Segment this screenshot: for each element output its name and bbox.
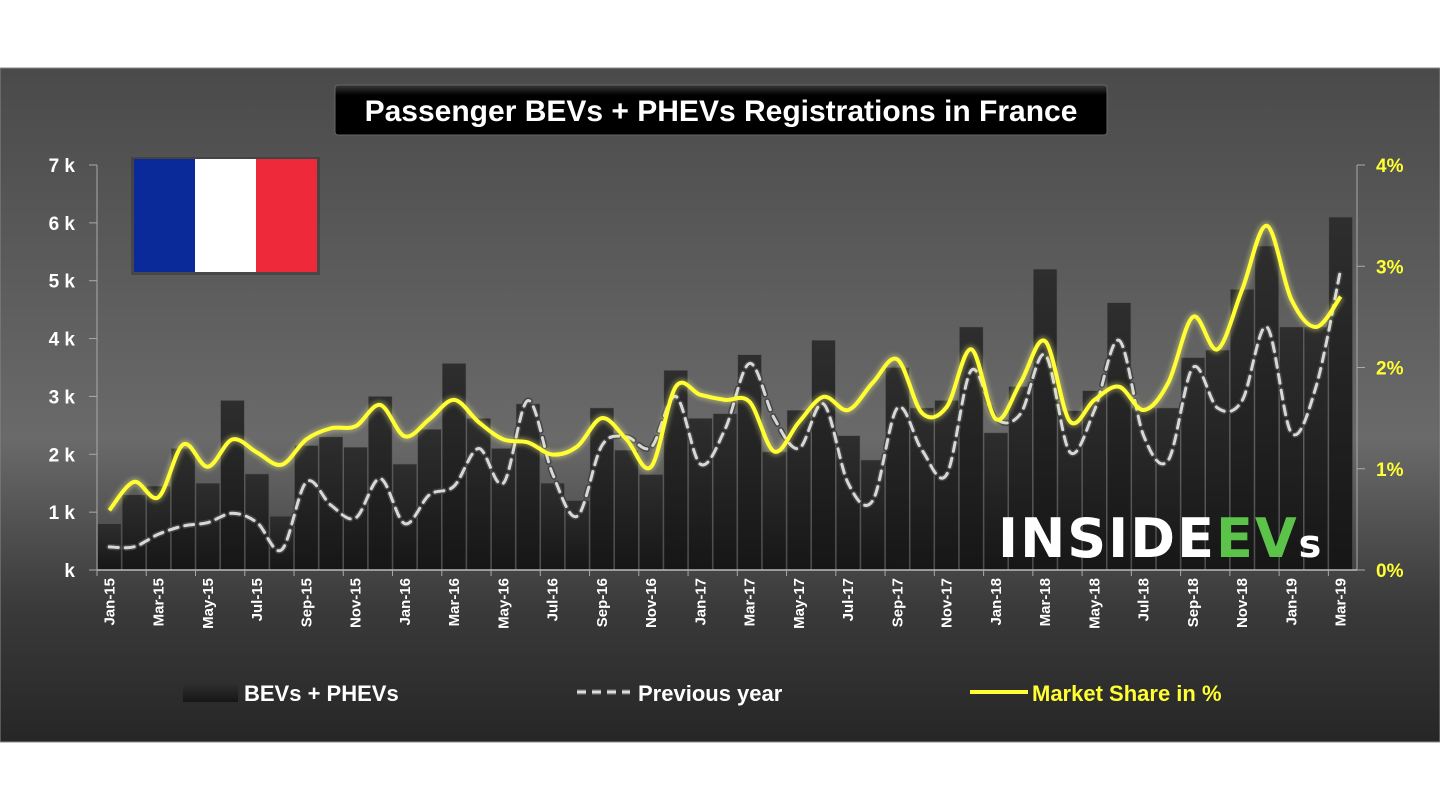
x-tick-label: May-17: [791, 578, 808, 629]
x-tick-label: Jan-18: [988, 578, 1005, 626]
x-tick-label: Mar-16: [446, 578, 463, 626]
line-series: [106, 221, 1344, 554]
x-tick-label: Mar-18: [1037, 578, 1054, 626]
left-tick-label: 4 k: [49, 330, 76, 351]
x-tick-label: Jul-15: [249, 578, 266, 621]
right-tick-label: 4%: [1376, 156, 1404, 177]
x-tick-label: Sep-18: [1185, 578, 1202, 627]
x-tick-label: Nov-15: [348, 578, 365, 628]
right-tick-label: 0%: [1376, 561, 1404, 582]
x-tick-label: Jul-17: [840, 578, 857, 621]
x-tick-label: Sep-15: [298, 578, 315, 627]
legend-item-previous-year: Previous year: [577, 681, 783, 706]
left-tick-label: k: [64, 561, 75, 582]
market-share-line: [107, 223, 1343, 512]
bar-series: [97, 216, 1353, 571]
x-tick-label: Sep-16: [594, 578, 611, 627]
legend: BEVs + PHEVs Previous year Market Share …: [183, 681, 1222, 706]
bar-Apr-17: [762, 451, 787, 571]
legend-label-previous-year: Previous year: [638, 681, 783, 706]
bar-Jul-15: [245, 473, 270, 571]
legend-label-bevs-phevs: BEVs + PHEVs: [244, 681, 399, 706]
right-tick-label: 2%: [1376, 359, 1404, 380]
x-tick-label: Mar-19: [1333, 578, 1350, 626]
legend-item-bevs-phevs: BEVs + PHEVs: [183, 681, 399, 706]
x-tick-label: Jan-16: [397, 578, 414, 626]
flag-blue-stripe: [134, 159, 195, 272]
insideevs-logo: INSIDEEVs: [998, 507, 1323, 570]
title-box: Passenger BEVs + PHEVs Registrations in …: [334, 84, 1108, 136]
left-tick-label: 1 k: [49, 503, 76, 524]
left-tick-label: 5 k: [49, 272, 76, 293]
x-tick-label: Jan-15: [101, 578, 118, 626]
right-tick-label: 1%: [1376, 460, 1404, 481]
x-tick-label: May-16: [495, 578, 512, 629]
bar-Apr-16: [466, 418, 491, 571]
chart-title: Passenger BEVs + PHEVs Registrations in …: [365, 95, 1078, 128]
bar-Feb-16: [417, 429, 442, 571]
left-tick-label: 2 k: [49, 445, 76, 466]
x-tick-label: Jul-18: [1136, 578, 1153, 621]
x-tick-label: Jul-16: [545, 578, 562, 621]
left-tick-label: 3 k: [49, 387, 76, 408]
bar-Jun-15: [220, 400, 245, 571]
bar-Jul-16: [540, 482, 565, 571]
bar-Feb-17: [712, 413, 738, 571]
flag-red-stripe: [256, 159, 317, 272]
bar-Sep-16: [589, 407, 614, 571]
x-tick-label: Mar-15: [151, 578, 168, 626]
left-tick-label: 6 k: [49, 214, 76, 235]
x-tick-label: Nov-16: [643, 578, 660, 628]
flag-white-stripe: [195, 159, 256, 272]
x-tick-label: Mar-17: [742, 578, 759, 626]
x-tick-label: Jan-19: [1283, 578, 1300, 626]
bar-Jun-17: [811, 340, 836, 571]
bar-Nov-16: [639, 474, 664, 571]
x-tick-label: May-18: [1086, 578, 1103, 629]
previous-year-line: [107, 267, 1343, 553]
bar-Oct-16: [614, 449, 639, 571]
bar-Feb-15: [121, 494, 147, 571]
bar-Mar-17: [737, 354, 762, 571]
legend-label-market-share: Market Share in %: [1032, 681, 1222, 706]
x-tick-label: Nov-18: [1234, 578, 1251, 628]
right-tick-label: 3%: [1376, 257, 1404, 278]
legend-item-market-share: Market Share in %: [970, 681, 1222, 706]
axes: k 1 k 2 k 3 k 4 k 5 k 6 k 7 k 0% 1% 2% 3% 4% Jan-15 Ma…: [49, 156, 1404, 629]
legend-bar-swatch: [183, 684, 238, 702]
left-tick-label: 7 k: [49, 156, 76, 177]
x-tick-label: Nov-17: [939, 578, 956, 628]
x-tick-label: May-15: [200, 578, 217, 629]
x-tick-label: Jan-17: [692, 578, 709, 626]
france-flag: [131, 157, 320, 275]
bar-Sep-17: [885, 367, 910, 571]
x-tick-label: Sep-17: [889, 578, 906, 627]
bar-Nov-17: [934, 400, 959, 571]
